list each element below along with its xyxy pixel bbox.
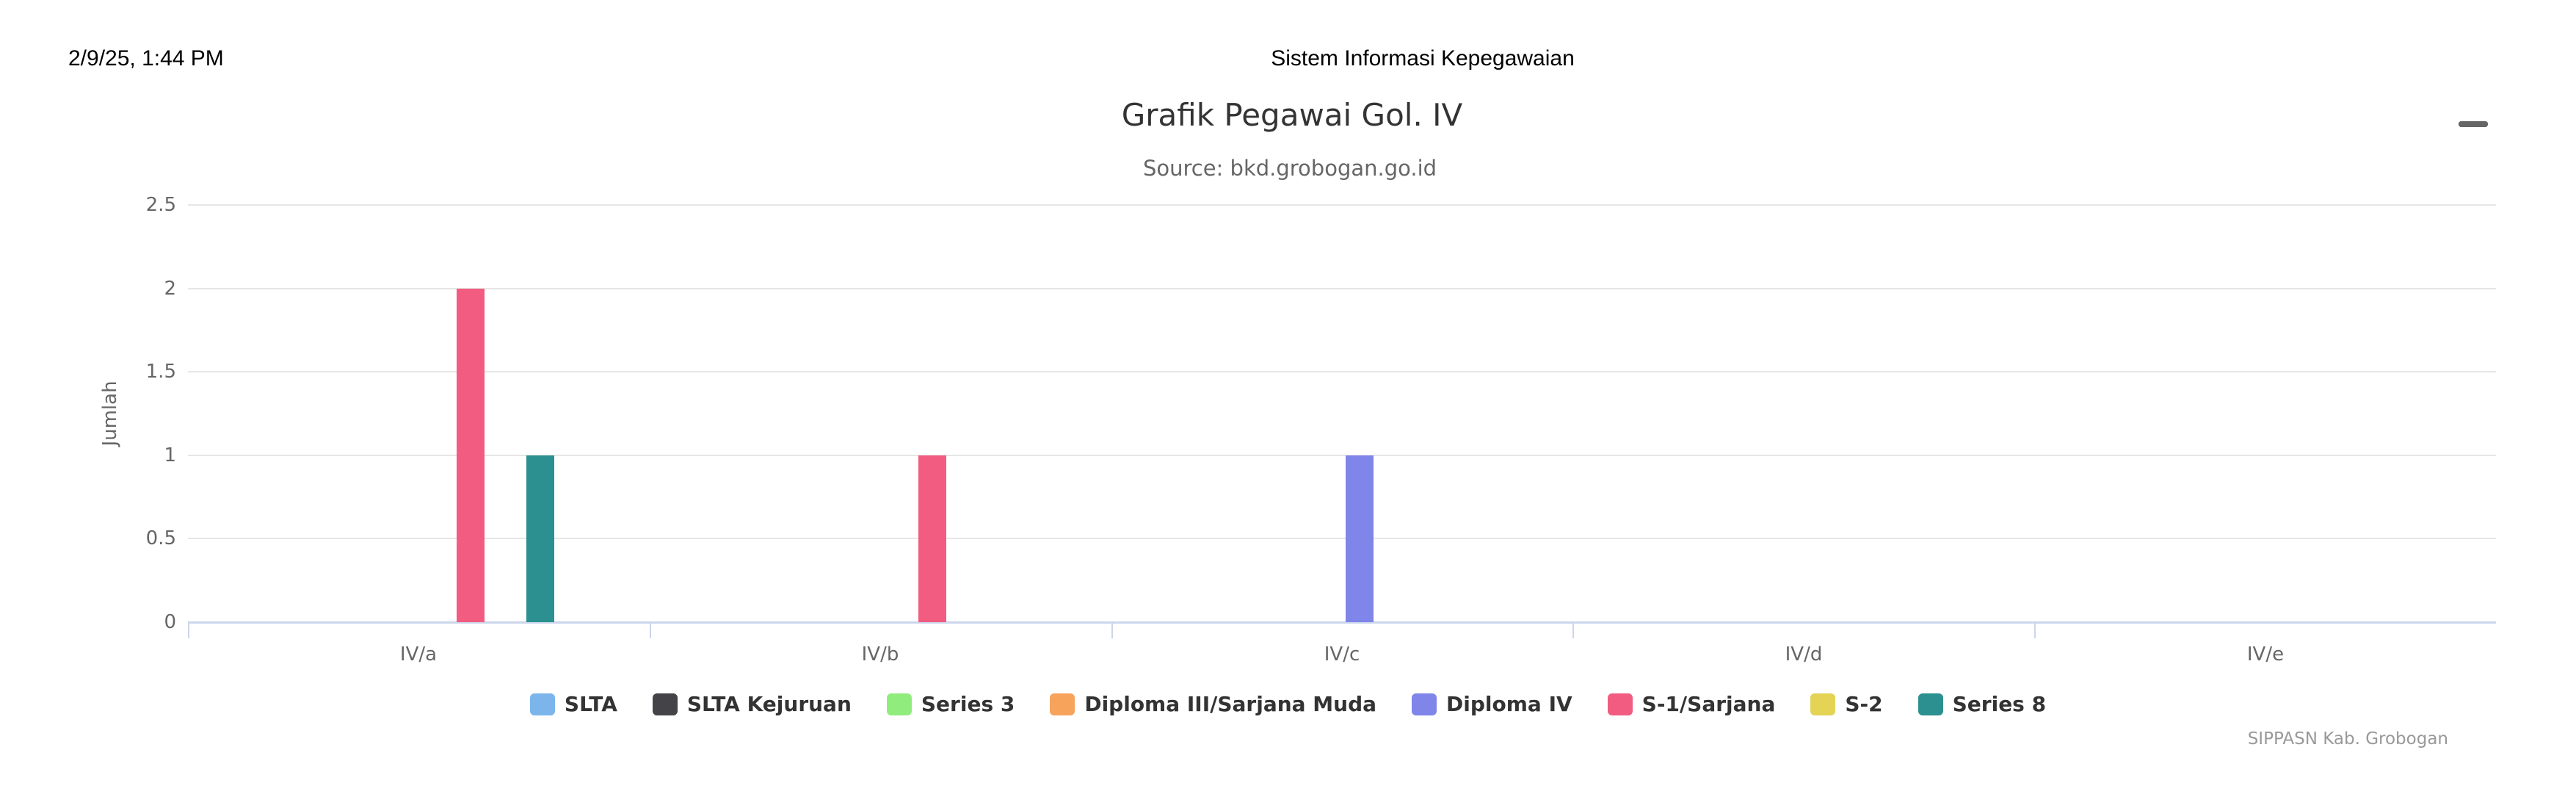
bar-s-1-sarjana-iv-b[interactable]	[918, 455, 946, 622]
legend-swatch-icon	[1050, 693, 1075, 715]
chart-context-menu-button[interactable]	[2454, 107, 2492, 141]
gridline-y-0.5	[188, 538, 2496, 539]
bar-series-8-iv-a[interactable]	[526, 455, 554, 622]
legend-item-slta-kejuruan[interactable]: SLTA Kejuruan	[652, 692, 852, 716]
gridline-y-2	[188, 288, 2496, 289]
x-axis-tick	[2034, 622, 2036, 638]
bar-diploma-iv-iv-c[interactable]	[1346, 455, 1374, 622]
legend-label: S-1/Sarjana	[1641, 692, 1776, 716]
gridline-y-2.5	[188, 204, 2496, 206]
y-axis-tick-label: 2.5	[145, 194, 176, 216]
x-axis-category-label: IV/a	[399, 643, 438, 665]
legend-label: Series 3	[921, 692, 1015, 716]
legend-swatch-icon	[1607, 693, 1633, 715]
legend: SLTA SLTA Kejuruan Series 3 Diploma III/Sar…	[0, 692, 2576, 716]
legend-label: SLTA	[564, 692, 617, 716]
legend-label: S-2	[1845, 692, 1883, 716]
legend-swatch-icon	[1810, 693, 1836, 715]
y-axis-tick-label: 1	[164, 444, 176, 466]
y-axis-tick-label: 0.5	[145, 527, 176, 549]
x-axis-category-label: IV/e	[2246, 643, 2285, 665]
gridline-y-1.5	[188, 371, 2496, 372]
chart-credits: SIPPASN Kab. Grobogan	[2247, 729, 2448, 749]
chart-subtitle: Source: bkd.grobogan.go.id	[1142, 156, 1437, 181]
legend-swatch-icon	[1918, 693, 1943, 715]
x-axis-tick	[1111, 622, 1113, 638]
legend-item-series-8[interactable]: Series 8	[1918, 692, 2046, 716]
y-axis-tick-label: 0	[164, 611, 176, 633]
legend-swatch-icon	[529, 693, 555, 715]
x-axis-tick	[650, 622, 651, 638]
legend-item-diploma-iii-sarjana-muda[interactable]: Diploma III/Sarjana Muda	[1050, 692, 1376, 716]
x-axis-category-label: IV/c	[1324, 643, 1360, 665]
legend-item-s-2[interactable]: S-2	[1810, 692, 1883, 716]
legend-swatch-icon	[886, 693, 912, 715]
x-axis-tick	[188, 622, 189, 638]
y-axis-tick-label: 2	[164, 278, 176, 300]
legend-item-series-3[interactable]: Series 3	[886, 692, 1015, 716]
legend-label: SLTA Kejuruan	[686, 692, 852, 716]
print-page-title: Sistem Informasi Kepegawaian	[1271, 46, 1575, 71]
chart-title: Grafik Pegawai Gol. IV	[1121, 97, 1463, 133]
legend-swatch-icon	[652, 693, 678, 715]
bar-s-1-sarjana-iv-a[interactable]	[457, 289, 485, 622]
x-axis-tick	[1572, 622, 1574, 638]
legend-item-diploma-iv[interactable]: Diploma IV	[1412, 692, 1572, 716]
legend-item-s-1-sarjana[interactable]: S-1/Sarjana	[1607, 692, 1776, 716]
gridline-y-1	[188, 455, 2496, 456]
y-axis-title: Jumlah	[99, 380, 121, 447]
legend-swatch-icon	[1412, 693, 1437, 715]
hamburger-bar	[2459, 121, 2488, 127]
x-axis-category-label: IV/b	[861, 643, 899, 665]
legend-label: Diploma IV	[1446, 692, 1572, 716]
print-datetime: 2/9/25, 1:44 PM	[68, 46, 224, 71]
legend-item-slta[interactable]: SLTA	[529, 692, 617, 716]
x-axis-line	[188, 621, 2496, 624]
y-axis-tick-label: 1.5	[145, 361, 176, 383]
legend-label: Series 8	[1952, 692, 2047, 716]
legend-label: Diploma III/Sarjana Muda	[1084, 692, 1377, 716]
x-axis-category-label: IV/d	[1785, 643, 1823, 665]
